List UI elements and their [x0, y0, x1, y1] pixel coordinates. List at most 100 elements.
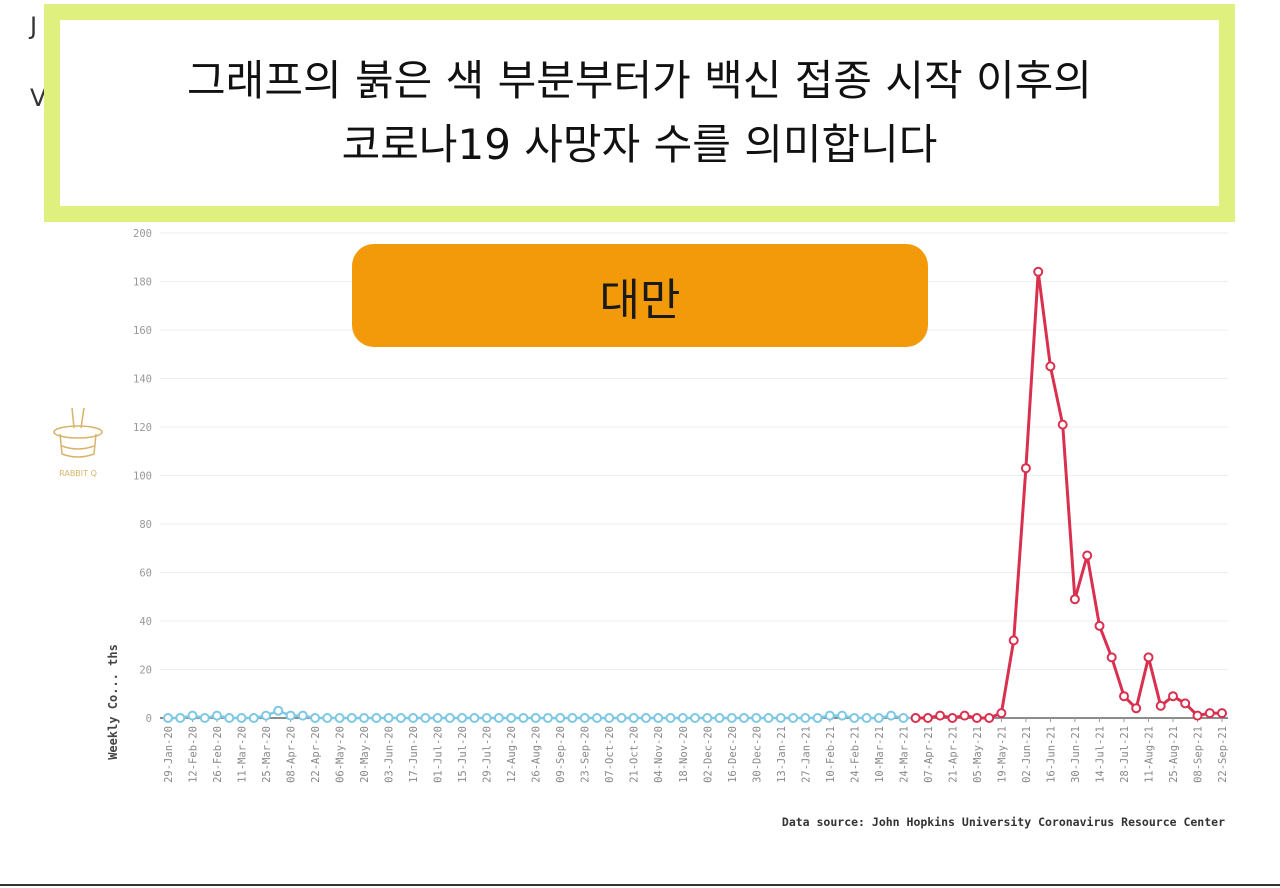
pre-vaccine-point: [187, 710, 198, 721]
caption-box: 그래프의 붉은 색 부분부터가 백신 접종 시작 이후의 코로나19 사망자 수…: [44, 4, 1235, 222]
caption-inner: 그래프의 붉은 색 부분부터가 백신 접종 시작 이후의 코로나19 사망자 수…: [60, 20, 1219, 206]
pre-vaccine-point: [518, 713, 529, 723]
post-vaccine-point: [947, 713, 958, 723]
x-tick-label: 28-Jul-21: [1119, 726, 1131, 783]
post-vaccine-point: [1168, 691, 1178, 702]
x-tick-label: 02-Jun-21: [1021, 726, 1033, 783]
pre-vaccine-point: [641, 713, 651, 723]
y-tick-label: 120: [133, 422, 152, 434]
y-tick-label: 60: [139, 568, 152, 580]
x-tick-label: 20-May-20: [359, 726, 371, 783]
post-vaccine-point: [1131, 703, 1142, 714]
x-tick-label: 26-Aug-20: [531, 726, 543, 783]
chart-points: [163, 266, 1227, 723]
post-vaccine-point: [996, 708, 1007, 719]
y-tick-label: 0: [146, 713, 152, 725]
x-tick-labels: 29-Jan-20 12-Feb-20 26-Feb-20 11-Mar-20 25-M…: [163, 718, 1229, 783]
pre-vaccine-point: [371, 713, 382, 723]
post-vaccine-point: [971, 713, 982, 723]
post-vaccine-point: [984, 713, 995, 723]
x-tick-label: 08-Sep-21: [1193, 726, 1205, 783]
post-vaccine-point: [1192, 710, 1203, 721]
x-tick-label: 12-Aug-20: [506, 726, 518, 783]
x-tick-label: 10-Feb-21: [825, 726, 837, 783]
pre-vaccine-point: [432, 713, 443, 723]
y-tick-label: 180: [133, 277, 152, 289]
post-vaccine-point: [935, 710, 946, 721]
pre-vaccine-point: [861, 713, 872, 723]
pre-vaccine-point: [273, 705, 284, 716]
post-vaccine-point: [1204, 708, 1215, 719]
x-tick-label: 14-Jul-21: [1094, 726, 1106, 783]
pre-vaccine-point: [542, 713, 553, 723]
x-tick-label: 22-Apr-20: [310, 726, 322, 783]
pre-vaccine-point: [873, 713, 884, 723]
x-tick-label: 01-Jul-20: [433, 726, 445, 783]
x-tick-label: 09-Sep-20: [555, 726, 567, 783]
x-tick-label: 24-Mar-21: [898, 726, 910, 783]
pre-vaccine-point: [812, 713, 823, 723]
post-vaccine-point: [1033, 266, 1044, 277]
pre-vaccine-point: [677, 713, 688, 723]
rabbit-hat-logo: RABBIT Q: [53, 407, 103, 478]
pre-vaccine-point: [849, 713, 860, 723]
pre-vaccine-point: [751, 713, 762, 723]
x-tick-label: 13-Jan-21: [776, 726, 788, 783]
x-tick-label: 30-Dec-20: [751, 726, 763, 783]
x-tick-label: 16-Dec-20: [727, 726, 739, 783]
pre-vaccine-point: [628, 713, 639, 723]
pre-vaccine-point: [665, 713, 676, 723]
x-tick-label: 07-Apr-21: [923, 726, 935, 783]
x-tick-label: 25-Mar-20: [261, 726, 273, 783]
pre-vaccine-point: [334, 713, 345, 723]
pre-vaccine-point: [322, 713, 333, 723]
pre-vaccine-point: [653, 713, 664, 723]
x-tick-label: 23-Sep-20: [580, 726, 592, 783]
x-tick-label: 12-Feb-20: [188, 726, 200, 783]
bottom-rule: [0, 884, 1280, 886]
x-tick-label: 06-May-20: [335, 726, 347, 783]
post-vaccine-point: [1155, 700, 1166, 711]
pre-vaccine-point: [248, 713, 259, 723]
pre-vaccine-point: [383, 713, 394, 723]
post-vaccine-point: [1094, 620, 1105, 631]
y-tick-label: 20: [139, 665, 152, 677]
x-tick-label: 08-Apr-20: [286, 726, 298, 783]
pre-vaccine-point: [457, 713, 468, 723]
y-tick-label: 80: [139, 519, 152, 531]
pre-vaccine-point: [261, 710, 271, 721]
pre-vaccine-point: [616, 713, 627, 723]
pre-vaccine-point: [506, 713, 517, 723]
post-vaccine-point: [1143, 652, 1154, 663]
pre-vaccine-point: [567, 713, 578, 723]
x-tick-label: 15-Jul-20: [457, 726, 469, 783]
post-vaccine-point: [1008, 635, 1019, 646]
x-tick-label: 26-Feb-20: [212, 726, 224, 783]
caption-line-2: 코로나19 사망자 수를 의미합니다: [341, 120, 938, 169]
post-vaccine-point: [1106, 652, 1117, 663]
x-tick-label: 11-Aug-21: [1143, 726, 1155, 783]
x-tick-label: 30-Jun-21: [1070, 726, 1082, 783]
x-tick-label: 18-Nov-20: [678, 726, 690, 783]
pre-vaccine-point: [690, 713, 700, 723]
y-tick-label: 160: [133, 325, 152, 337]
pre-vaccine-point: [175, 713, 186, 723]
pre-vaccine-point: [199, 713, 210, 723]
y-tick-label: 40: [139, 616, 152, 628]
x-tick-label: 07-Oct-20: [604, 726, 616, 783]
x-tick-label: 05-May-21: [972, 726, 984, 783]
pre-vaccine-point: [359, 713, 370, 723]
post-vaccine-point: [959, 710, 970, 721]
post-vaccine-point: [1119, 691, 1129, 702]
pre-vaccine-point: [163, 713, 173, 723]
pre-vaccine-point: [739, 713, 749, 723]
x-tick-label: 02-Dec-20: [702, 726, 714, 783]
pre-vaccine-point: [775, 713, 786, 723]
x-tick-label: 24-Feb-21: [849, 726, 861, 783]
corner-text-1: J: [30, 12, 38, 40]
x-tick-label: 19-May-21: [996, 726, 1008, 783]
pre-vaccine-point: [579, 713, 590, 723]
pre-vaccine-point: [837, 710, 848, 721]
pre-vaccine-point: [444, 713, 455, 723]
y-tick-labels: 0 20 40 60 80 100 120 140 160 180 200: [133, 228, 152, 725]
